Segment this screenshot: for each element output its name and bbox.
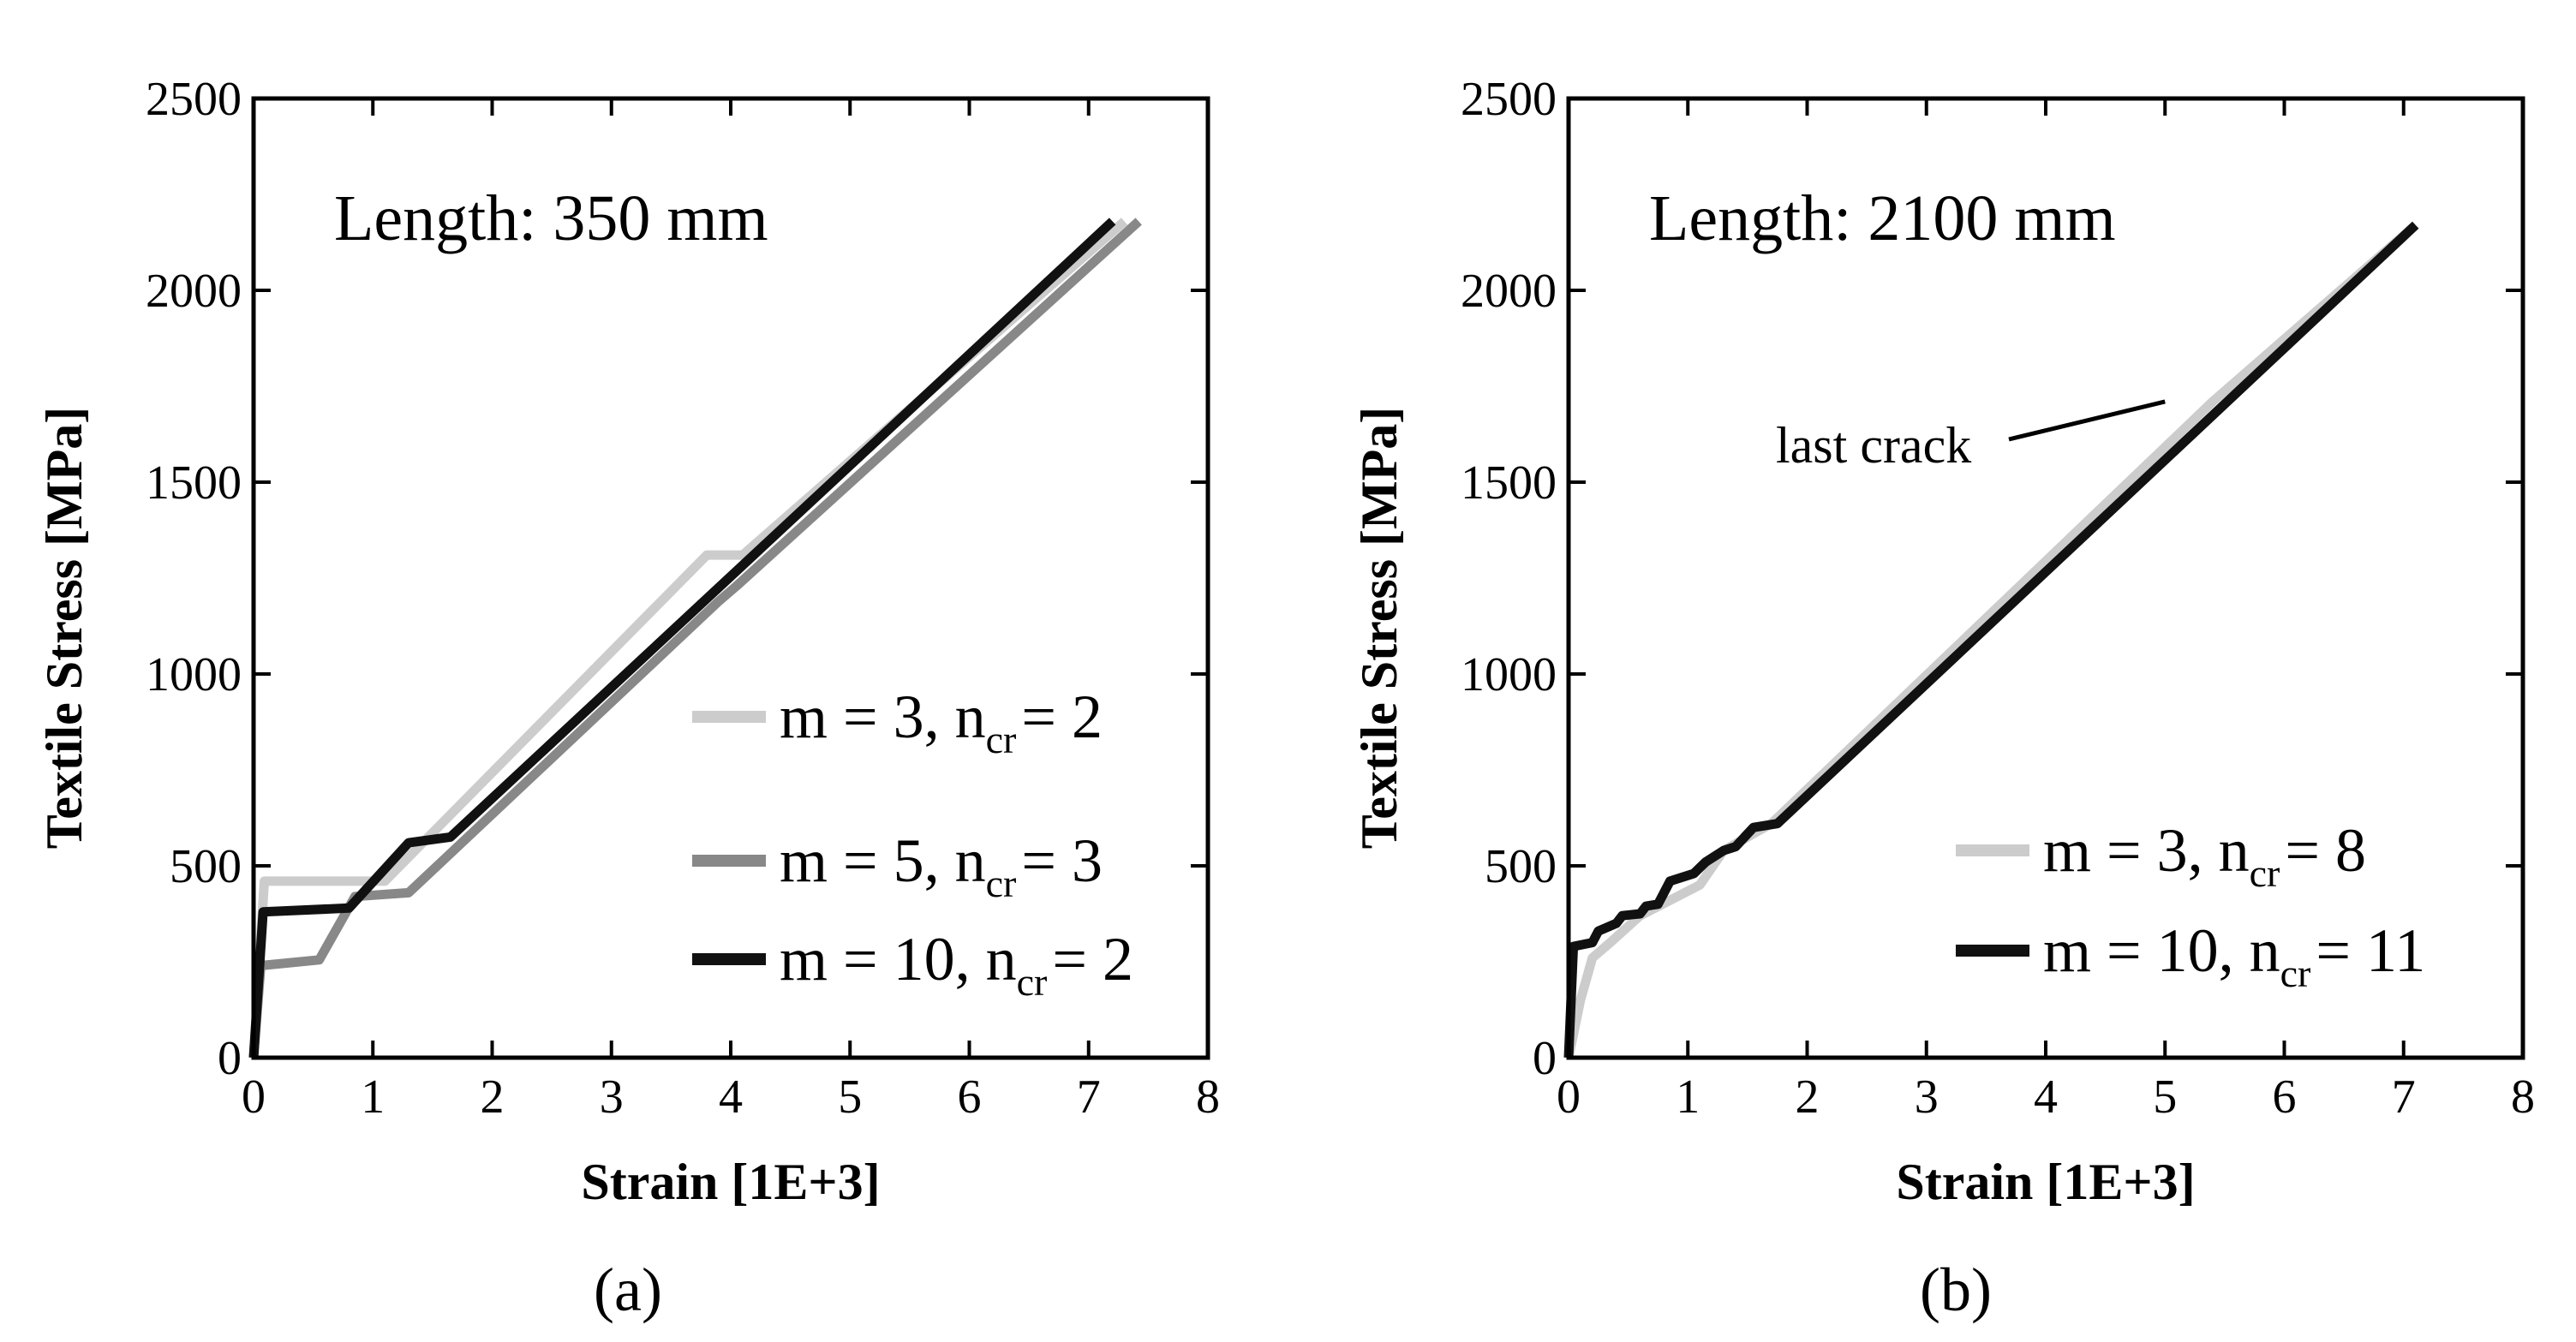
y-tick-label-b-2000: 2000: [1461, 265, 1557, 318]
x-tick-label-b-2: 2: [1796, 1071, 1820, 1124]
caption-a: (a): [594, 1256, 662, 1324]
inset-title-b: Length: 2100 mm: [1649, 182, 2116, 254]
x-tick-label-b-8: 8: [2511, 1071, 2535, 1124]
y-tick-label-a-500: 500: [170, 840, 242, 893]
x-tick-label-a-1: 1: [361, 1071, 385, 1124]
annotation-pointer: [2008, 399, 2166, 442]
legend-label-a-1: m = 3, ncr= 2: [780, 683, 1103, 761]
series-line-a-2: [248, 218, 1142, 1059]
y-tick-label-a-1500: 1500: [146, 456, 242, 510]
x-tick-label-a-8: 8: [1196, 1071, 1220, 1124]
y-axis-label-a: Textile Stress [MPa]: [36, 407, 93, 850]
x-tick-label-a-3: 3: [600, 1071, 624, 1124]
y-tick-label-a-1000: 1000: [146, 648, 242, 701]
y-tick-label-a-2000: 2000: [146, 265, 242, 318]
series-line-b-1: [1563, 221, 2419, 1059]
x-tick-label-a-4: 4: [719, 1071, 743, 1124]
x-tick-label-a-7: 7: [1077, 1071, 1101, 1124]
y-tick-label-b-1000: 1000: [1461, 648, 1557, 701]
legend-b: m = 3, ncr= 8 m = 10, ncr= 11: [1956, 816, 2425, 995]
x-tick-label-b-5: 5: [2153, 1071, 2177, 1124]
annotation-label: last crack: [1776, 417, 1971, 474]
y-tick-label-a-2500: 2500: [146, 73, 242, 126]
x-tick-label-a-0: 0: [242, 1071, 266, 1124]
series-group-a: [248, 218, 1142, 1059]
x-tick-label-a-5: 5: [838, 1071, 862, 1124]
series-line-b-2: [1563, 221, 2419, 1059]
x-tick-label-b-0: 0: [1557, 1071, 1581, 1124]
inset-title-a: Length: 350 mm: [334, 182, 768, 254]
y-axis-label-b: Textile Stress [MPa]: [1351, 407, 1408, 850]
legend-label-b-2: m = 10, ncr= 11: [2043, 916, 2425, 995]
y-tick-label-b-500: 500: [1485, 840, 1557, 893]
panel-b: Length: 2100 mm Strain [1E+3] Textile St…: [1351, 73, 2535, 1324]
x-tick-label-b-4: 4: [2034, 1071, 2058, 1124]
x-tick-label-a-6: 6: [958, 1071, 982, 1124]
panel-a: Length: 350 mm Strain [1E+3] Textile Str…: [36, 73, 1220, 1324]
y-tick-label-b-1500: 1500: [1461, 456, 1557, 510]
x-axis-label-b: Strain [1E+3]: [1896, 1154, 2195, 1210]
x-tick-label-b-6: 6: [2273, 1071, 2297, 1124]
legend-label-a-3: m = 10, ncr= 2: [780, 925, 1133, 1004]
x-axis-label-a: Strain [1E+3]: [581, 1154, 880, 1210]
caption-b: (b): [1920, 1256, 1992, 1324]
x-tick-label-b-7: 7: [2392, 1071, 2416, 1124]
legend-label-a-2: m = 5, ncr= 3: [780, 826, 1103, 905]
series-line-a-3: [248, 218, 1116, 1059]
y-tick-label-a-0: 0: [218, 1032, 242, 1085]
series-group-b: [1563, 221, 2419, 1059]
legend-a: m = 3, ncr= 2 m = 5, ncr= 3 m = 10, ncr= 2: [692, 683, 1133, 1004]
x-tick-label-b-3: 3: [1915, 1071, 1939, 1124]
y-tick-label-b-2500: 2500: [1461, 73, 1557, 126]
legend-label-b-1: m = 3, ncr= 8: [2043, 816, 2366, 895]
x-tick-label-b-1: 1: [1676, 1071, 1700, 1124]
y-tick-label-b-0: 0: [1533, 1032, 1557, 1085]
x-tick-label-a-2: 2: [481, 1071, 505, 1124]
